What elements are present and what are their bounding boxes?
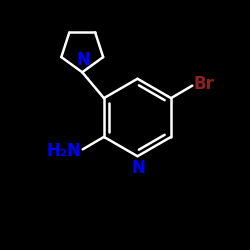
Text: Br: Br (194, 76, 214, 94)
Text: N: N (76, 50, 90, 68)
Text: N: N (132, 159, 146, 177)
Text: H₂N: H₂N (46, 142, 82, 160)
